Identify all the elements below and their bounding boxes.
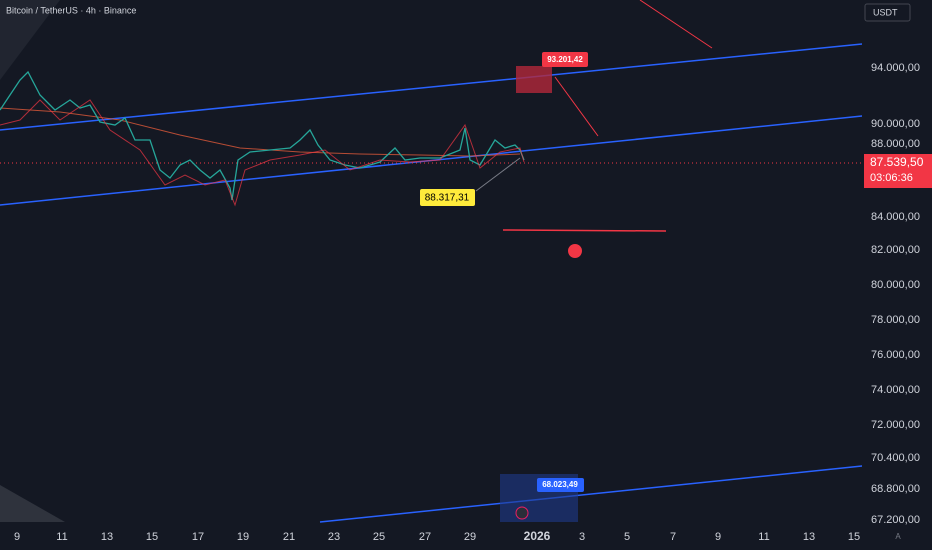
channel-lower — [319, 465, 863, 523]
target-zone — [516, 66, 552, 93]
support-badge — [420, 189, 475, 206]
price-label: 88.000,00 — [871, 138, 920, 150]
time-label: 11 — [758, 531, 769, 543]
time-label: 29 — [464, 531, 476, 543]
arrow — [639, 0, 713, 49]
time-label: 3 — [579, 531, 585, 543]
time-label: 23 — [328, 531, 340, 543]
target-low-badge — [537, 478, 584, 492]
level-line — [502, 229, 667, 232]
currency-box[interactable] — [864, 3, 911, 22]
price-label: 68.800,00 — [871, 483, 920, 495]
time-label: 2026 — [524, 529, 551, 543]
current-price-box — [864, 154, 932, 188]
price-label: 67.200,00 — [871, 514, 920, 526]
price-label: 82.000,00 — [871, 244, 920, 256]
price-axis — [862, 0, 932, 550]
time-label: 25 — [373, 531, 385, 543]
price-label: 76.000,00 — [871, 349, 920, 361]
time-axis — [0, 524, 862, 550]
time-label: 15 — [848, 531, 860, 543]
time-label: 27 — [419, 531, 431, 543]
symbol-title: Bitcoin / TetherUS · 4h · Binance — [6, 5, 136, 15]
time-label: 19 — [237, 531, 249, 543]
drawing-wedge — [0, 485, 65, 522]
target-high-badge — [542, 52, 588, 67]
price-label: 94.000,00 — [871, 62, 920, 74]
price-label: 90.000,00 — [871, 118, 920, 130]
pointer — [475, 157, 521, 192]
time-label: 9 — [14, 531, 20, 543]
time-label: 13 — [803, 531, 815, 543]
price-label: 72.000,00 — [871, 419, 920, 431]
time-label: 17 — [192, 531, 204, 543]
price-label: 78.000,00 — [871, 314, 920, 326]
drawing-wedge — [0, 0, 60, 80]
time-label: 13 — [101, 531, 113, 543]
time-label: 5 — [624, 531, 630, 543]
support-label: 88.317,31 — [425, 193, 470, 204]
currency[interactable]: USDT — [873, 7, 898, 17]
time-label: 21 — [283, 531, 295, 543]
countdown: 03:06:36 — [870, 172, 913, 184]
price-series — [0, 70, 525, 201]
signal-dot — [568, 244, 582, 258]
price-label: 80.000,00 — [871, 279, 920, 291]
time-label: 15 — [146, 531, 158, 543]
price-label: 74.000,00 — [871, 384, 920, 396]
price-series-down — [0, 99, 525, 207]
target-high-label: 93.201,42 — [547, 55, 583, 64]
price-label: 84.000,00 — [871, 211, 920, 223]
price-label: 70.400,00 — [871, 452, 920, 464]
arrow — [554, 76, 599, 137]
channel-upper — [0, 43, 863, 131]
target-low-label: 68.023,49 — [542, 480, 578, 489]
event-icon — [515, 506, 529, 520]
current-price: 87.539,50 — [870, 155, 924, 169]
time-label: 9 — [715, 531, 721, 543]
time-label: 7 — [670, 531, 676, 543]
auto-scale[interactable]: A — [895, 532, 901, 541]
time-label: 11 — [56, 531, 67, 543]
